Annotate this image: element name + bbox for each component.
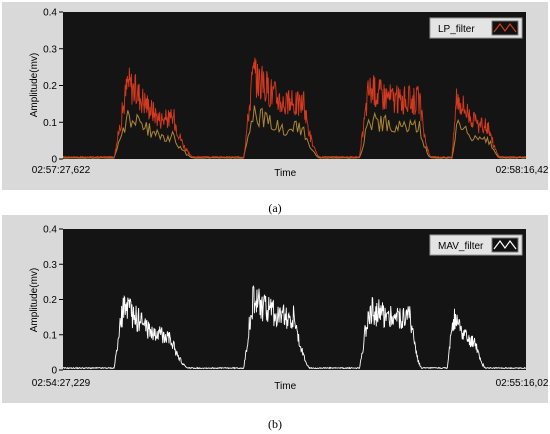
legend-swatch [491,20,519,36]
legend-swatch [491,237,519,253]
series-envelope-line [62,105,527,159]
figure-caption-a: (a) [268,201,282,215]
y-tick-label: 0.1 [43,330,57,341]
x-axis-label: Time [274,381,296,392]
y-tick-label: 0 [51,366,57,377]
figure-caption-b: (b) [268,417,282,431]
legend-swatch-line [493,22,517,33]
y-tick-label: 0.1 [43,118,57,129]
y-axis-label: Amplitude(mv) [29,53,40,117]
x-start-label: 02:54:27,229 [32,378,91,389]
y-tick-label: 0.4 [43,225,57,236]
y-tick-label: 0.2 [43,81,57,92]
x-end-label: 02:55:16,02 [496,378,549,389]
y-tick-label: 0.2 [43,295,57,306]
y-tick-label: 0.4 [43,8,57,19]
x-end-label: 02:58:16,42 [496,165,549,176]
y-tick-label: 0.3 [43,260,57,271]
legend-swatch-line [493,239,517,250]
series-line [62,57,527,159]
series-line [62,285,527,370]
y-tick-label: 0 [51,155,57,166]
y-axis-label: Amplitude(mv) [29,268,40,332]
legend-entry-label: MAV_filter [438,241,484,252]
chart-a: 0 0.1 0.2 0.3 0.4 Amplitude(mv) 02:57:27,622 02… [29,8,549,180]
y-tick-label: 0.3 [43,44,57,55]
legend-entry-label: LP_filter [438,24,475,35]
chart-b: 0 0.1 0.2 0.3 0.4 Amplitude(mv) 02:54:27,229 02… [29,225,549,393]
x-axis-label: Time [274,168,296,179]
x-start-label: 02:57:27,622 [32,165,91,176]
